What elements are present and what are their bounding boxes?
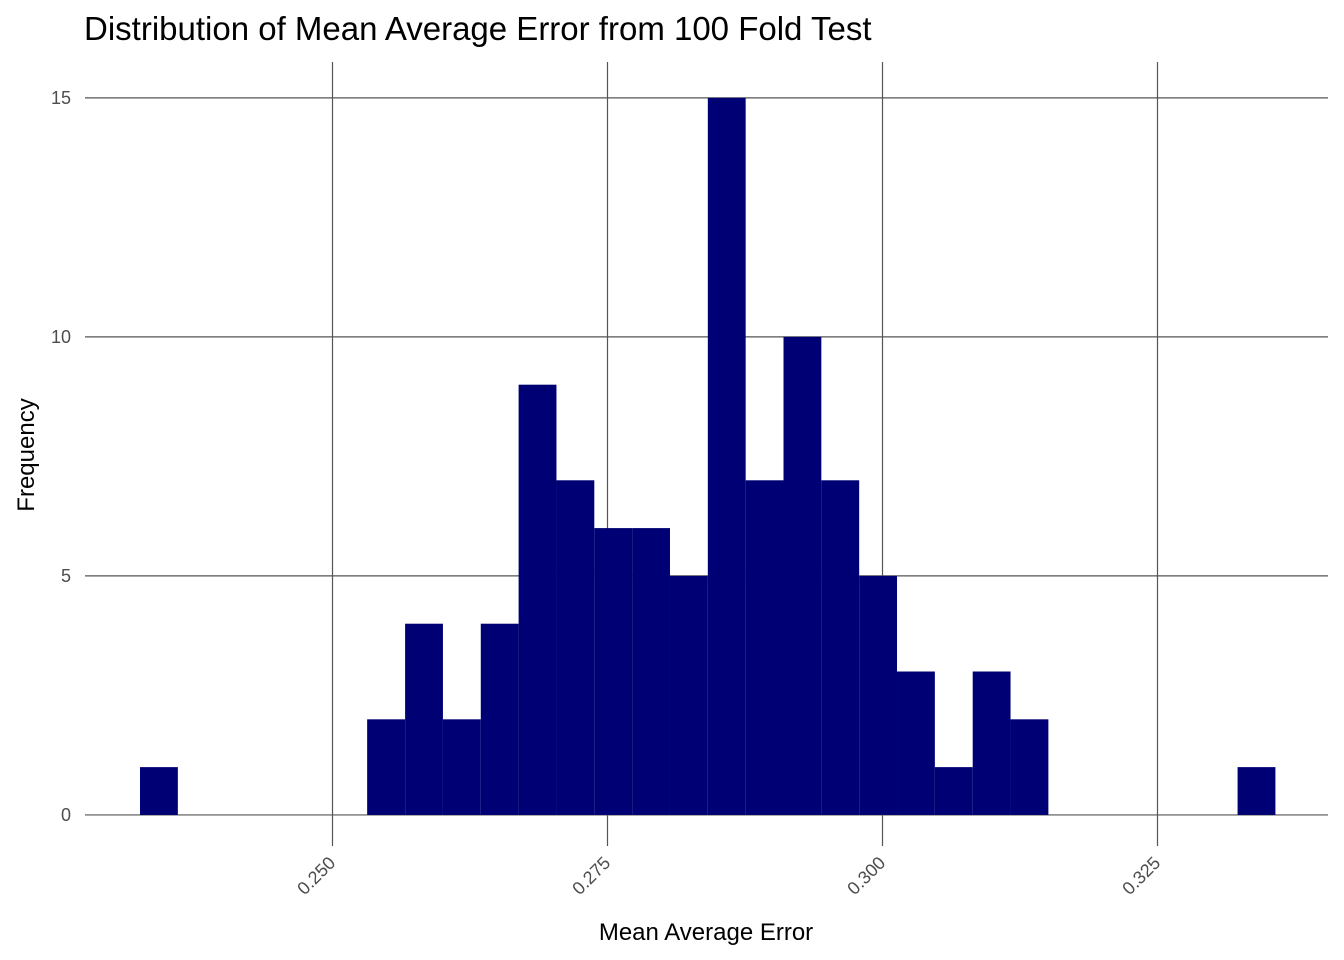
histogram-bar bbox=[669, 575, 708, 815]
histogram-bar bbox=[821, 480, 860, 815]
y-tick-label: 15 bbox=[51, 88, 71, 108]
x-tick-label: 0.325 bbox=[1118, 853, 1164, 899]
chart-title: Distribution of Mean Average Error from … bbox=[84, 10, 872, 47]
histogram-bars bbox=[140, 97, 1276, 815]
histogram-bar bbox=[594, 528, 633, 815]
histogram-bar bbox=[632, 528, 670, 815]
histogram-bar bbox=[367, 719, 405, 815]
histogram-bar bbox=[972, 671, 1011, 815]
histogram-bar bbox=[897, 671, 935, 815]
y-axis-title: Frequency bbox=[13, 398, 40, 511]
histogram-bar bbox=[405, 623, 443, 815]
x-axis-title: Mean Average Error bbox=[599, 919, 813, 946]
histogram-bar bbox=[480, 623, 519, 815]
y-tick-label: 0 bbox=[61, 805, 71, 825]
y-tick-label: 5 bbox=[61, 566, 71, 586]
histogram-bar bbox=[518, 384, 557, 815]
histogram-bar bbox=[1010, 719, 1049, 815]
histogram-bar bbox=[934, 767, 973, 815]
histogram-bar bbox=[707, 97, 746, 815]
gridlines bbox=[85, 62, 1328, 846]
y-axis-ticks: 0 5 10 15 bbox=[51, 88, 71, 825]
histogram-bar bbox=[442, 719, 481, 815]
histogram-bar bbox=[783, 336, 822, 815]
x-tick-label: 0.275 bbox=[568, 853, 614, 899]
histogram-bar bbox=[745, 480, 784, 815]
histogram-bar bbox=[859, 575, 898, 815]
x-tick-label: 0.250 bbox=[293, 853, 339, 899]
x-axis-ticks: 0.250 0.275 0.300 0.325 bbox=[293, 853, 1164, 899]
y-tick-label: 10 bbox=[51, 327, 71, 347]
histogram-bar bbox=[556, 480, 595, 815]
histogram-bar bbox=[1237, 767, 1276, 815]
x-tick-label: 0.300 bbox=[843, 853, 889, 899]
histogram-bar bbox=[140, 767, 178, 815]
